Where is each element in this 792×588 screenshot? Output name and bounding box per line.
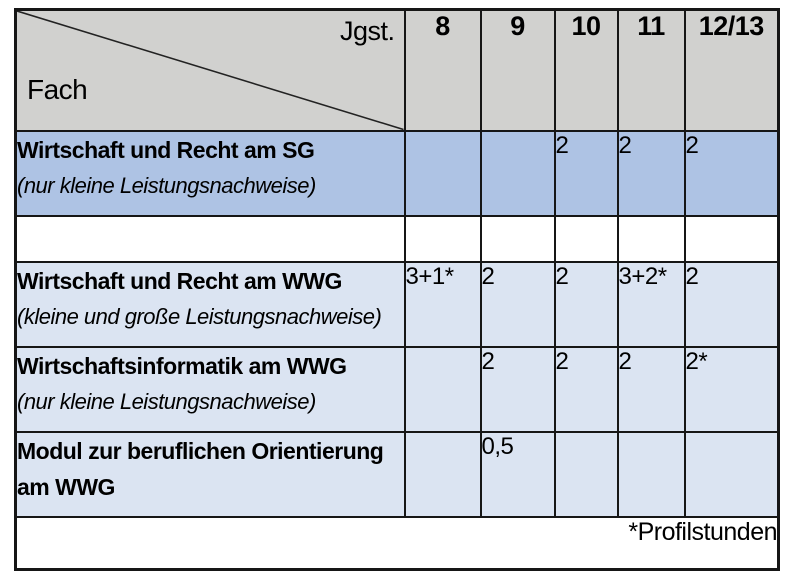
subject-name: Wirtschaft und Recht am SG (17, 136, 315, 163)
table-row: Wirtschaft und Recht am SG (nur kleine L… (14, 129, 780, 217)
value-cell: 2 (616, 345, 686, 433)
course-hours-table: Jgst. Fach 8 9 10 11 12/13 Wirtschaft un… (14, 8, 780, 571)
subject-cell: Modul zur beruflichen Orientierung am WW… (14, 430, 406, 518)
subject-note: (kleine und große Leistungsnachweise) (17, 303, 382, 329)
value-cell (403, 129, 482, 217)
subject-name: Wirtschaft und Recht am WWG (17, 267, 343, 294)
value-cell: 2 (683, 260, 780, 348)
value-cell (479, 129, 556, 217)
subject-cell: Wirtschaft und Recht am SG (nur kleine L… (14, 129, 406, 217)
col-header-9: 9 (479, 8, 556, 132)
subject-cell: Wirtschaftsinformatik am WWG (nur kleine… (14, 345, 406, 433)
value-cell (553, 430, 619, 518)
value-cell: 2 (479, 260, 556, 348)
table-row: Wirtschaftsinformatik am WWG (nur kleine… (14, 345, 780, 433)
value-cell (403, 214, 482, 263)
subject-note: (nur kleine Leistungsnachweise) (17, 172, 317, 198)
value-cell (403, 430, 482, 518)
value-cell: 3+2* (616, 260, 686, 348)
value-cell (616, 214, 686, 263)
subject-name: Modul zur beruflichen Orientierung (17, 437, 384, 464)
value-cell: 2 (683, 129, 780, 217)
corner-label-fach: Fach (27, 73, 88, 105)
subject-note: (nur kleine Leistungsnachweise) (17, 388, 317, 414)
col-header-11: 11 (616, 8, 686, 132)
value-cell (479, 214, 556, 263)
corner-label-jgst: Jgst. (339, 16, 395, 46)
subject-cell (14, 214, 406, 263)
value-cell: 0,5 (479, 430, 556, 518)
header-row: Jgst. Fach 8 9 10 11 12/13 (14, 8, 780, 132)
footnote-profilstunden: *Profilstunden (14, 515, 780, 571)
value-cell: 2 (553, 129, 619, 217)
value-cell (683, 430, 780, 518)
col-header-8: 8 (403, 8, 482, 132)
value-cell: 2 (616, 129, 686, 217)
value-cell: 2 (479, 345, 556, 433)
value-cell (616, 430, 686, 518)
col-header-10: 10 (553, 8, 619, 132)
subject-name-line2: am WWG (17, 473, 116, 500)
table-row: Wirtschaft und Recht am WWG (kleine und … (14, 260, 780, 348)
diagonal-divider-line (17, 11, 403, 129)
table-row: Modul zur beruflichen Orientierung am WW… (14, 430, 780, 518)
value-cell (553, 214, 619, 263)
value-cell: 3+1* (403, 260, 482, 348)
value-cell (403, 345, 482, 433)
col-header-12-13: 12/13 (683, 8, 780, 132)
value-cell (683, 214, 780, 263)
corner-cell: Jgst. Fach (14, 8, 406, 132)
subject-cell: Wirtschaft und Recht am WWG (kleine und … (14, 260, 406, 348)
value-cell: 2 (553, 345, 619, 433)
footer-row: *Profilstunden (14, 515, 780, 571)
empty-spacer-row (14, 214, 780, 263)
value-cell: 2* (683, 345, 780, 433)
value-cell: 2 (553, 260, 619, 348)
subject-name: Wirtschaftsinformatik am WWG (17, 352, 348, 379)
